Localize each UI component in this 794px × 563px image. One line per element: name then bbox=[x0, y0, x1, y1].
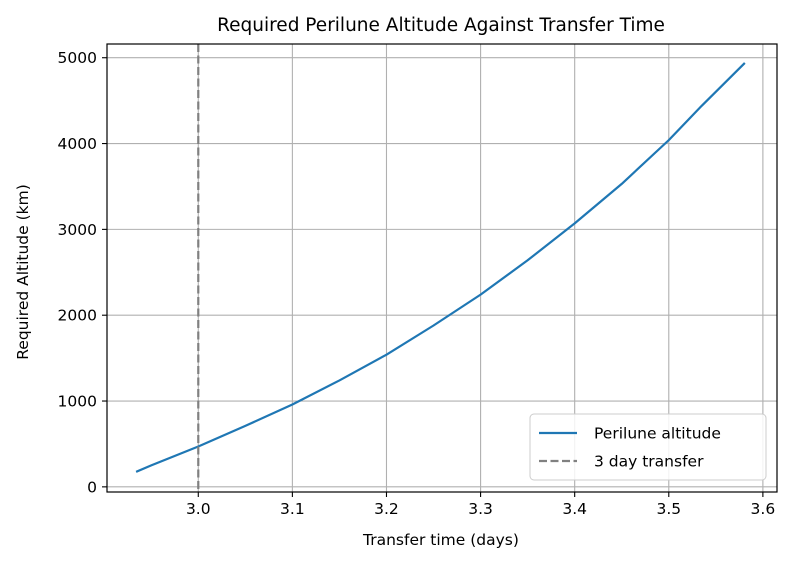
series-layer bbox=[135, 44, 746, 492]
y-axis-label: Required Altitude (km) bbox=[14, 184, 32, 360]
y-tick-label: 2000 bbox=[58, 307, 97, 325]
legend: Perilune altitude 3 day transfer bbox=[529, 413, 767, 481]
y-tick-label: 3000 bbox=[58, 221, 97, 239]
series-line-perilune-altitude bbox=[135, 62, 746, 473]
y-tick-label: 4000 bbox=[58, 135, 97, 153]
y-tick-label: 5000 bbox=[58, 49, 97, 67]
x-tick-label: 3.4 bbox=[562, 500, 587, 518]
x-tick-label: 3.3 bbox=[468, 500, 493, 518]
y-tick-label: 1000 bbox=[58, 393, 97, 411]
ticks: 3.0 3.1 3.2 3.3 3.4 3.5 3.6 0 1000 2000 3000 4000 50… bbox=[58, 49, 776, 518]
x-tick-label: 3.1 bbox=[280, 500, 305, 518]
legend-entry-3-day-transfer-label: 3 day transfer bbox=[594, 453, 704, 471]
x-tick-label: 3.5 bbox=[656, 500, 681, 518]
legend-box bbox=[529, 413, 767, 481]
x-axis-label: Transfer time (days) bbox=[362, 531, 519, 549]
y-tick-label: 0 bbox=[87, 478, 97, 496]
x-tick-label: 3.2 bbox=[374, 500, 399, 518]
legend-entry-perilune-altitude-label: Perilune altitude bbox=[594, 425, 721, 443]
x-tick-label: 3.0 bbox=[186, 500, 211, 518]
grid bbox=[107, 44, 777, 492]
plot-frame bbox=[106, 43, 778, 493]
x-tick-label: 3.6 bbox=[751, 500, 776, 518]
chart-title: Required Perilune Altitude Against Trans… bbox=[217, 15, 665, 36]
